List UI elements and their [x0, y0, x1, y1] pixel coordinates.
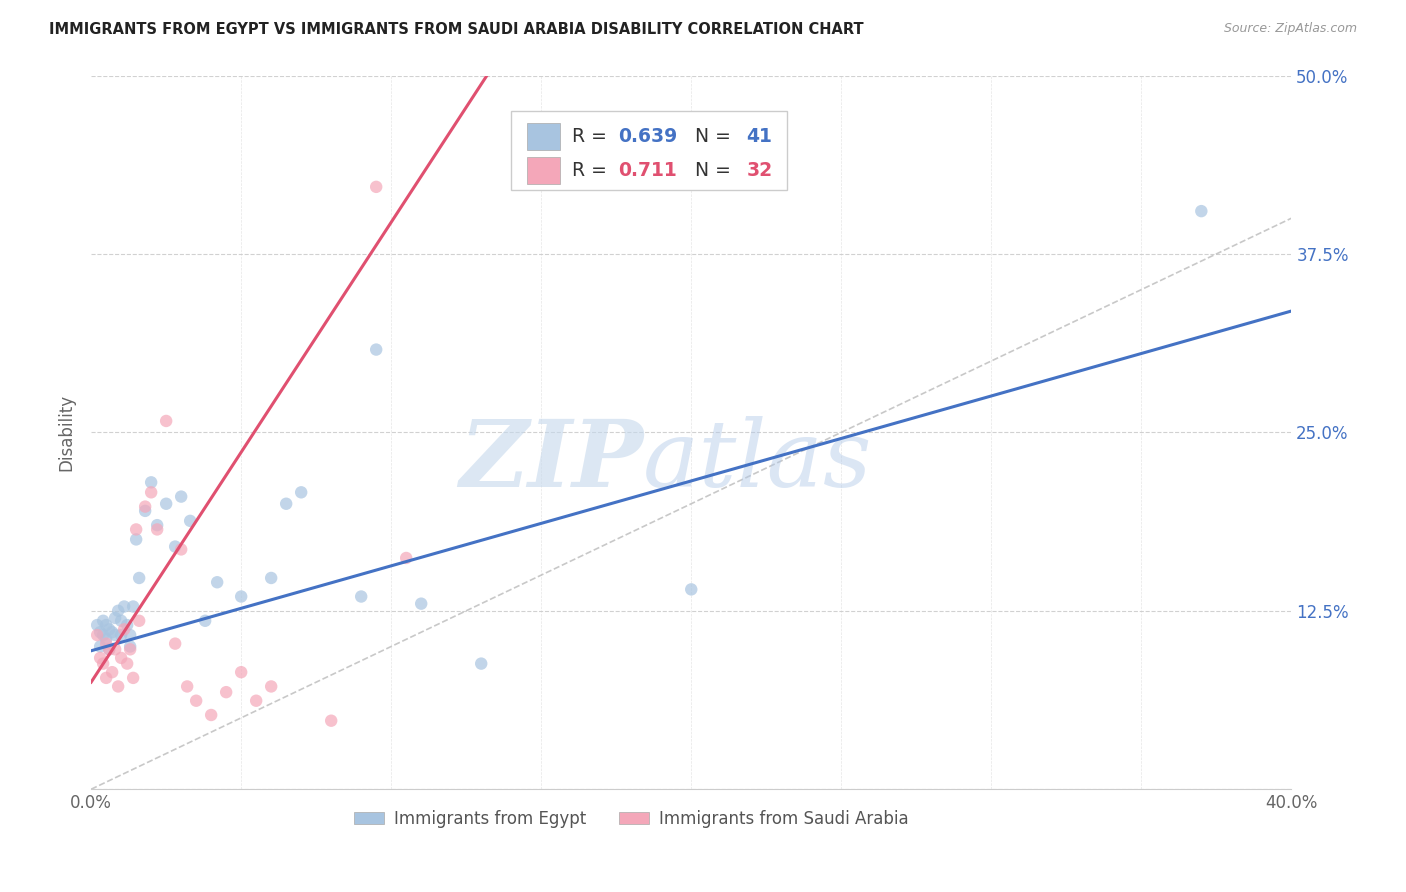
- Point: [110, 651, 132, 665]
- Point: [96, 637, 118, 651]
- Point: [231, 590, 253, 604]
- Point: [125, 523, 148, 537]
- Point: [245, 694, 267, 708]
- Point: [155, 414, 177, 428]
- Point: [470, 657, 492, 671]
- Text: 32: 32: [747, 161, 772, 180]
- Point: [91, 628, 114, 642]
- FancyBboxPatch shape: [527, 157, 561, 184]
- Point: [260, 571, 283, 585]
- Point: [91, 657, 114, 671]
- Text: IMMIGRANTS FROM EGYPT VS IMMIGRANTS FROM SAUDI ARABIA DISABILITY CORRELATION CHA: IMMIGRANTS FROM EGYPT VS IMMIGRANTS FROM…: [49, 22, 863, 37]
- Point: [125, 533, 148, 547]
- Text: R =: R =: [572, 161, 619, 180]
- Point: [176, 680, 198, 694]
- Point: [120, 640, 142, 654]
- Point: [104, 611, 127, 625]
- Point: [110, 614, 132, 628]
- Point: [134, 504, 156, 518]
- Point: [115, 618, 138, 632]
- Point: [98, 642, 121, 657]
- Point: [115, 657, 138, 671]
- Point: [107, 604, 129, 618]
- Point: [411, 597, 433, 611]
- Point: [86, 618, 108, 632]
- Point: [231, 665, 253, 680]
- Point: [179, 514, 201, 528]
- Point: [186, 694, 208, 708]
- Text: 41: 41: [747, 127, 772, 145]
- Point: [260, 680, 283, 694]
- Point: [200, 708, 222, 723]
- Point: [146, 518, 169, 533]
- Text: 0.711: 0.711: [619, 161, 676, 180]
- Point: [366, 343, 388, 357]
- Point: [110, 628, 132, 642]
- Text: N =: N =: [683, 127, 737, 145]
- Point: [141, 475, 163, 490]
- Text: ZIP: ZIP: [458, 416, 643, 506]
- Point: [120, 628, 142, 642]
- Point: [170, 542, 193, 557]
- Point: [276, 497, 298, 511]
- Text: R =: R =: [572, 127, 613, 145]
- Point: [101, 625, 124, 640]
- Point: [1189, 204, 1212, 219]
- Point: [350, 590, 373, 604]
- FancyBboxPatch shape: [527, 122, 561, 150]
- Point: [170, 490, 193, 504]
- Point: [112, 623, 135, 637]
- Point: [107, 680, 129, 694]
- Point: [89, 651, 111, 665]
- Point: [215, 685, 238, 699]
- Legend: Immigrants from Egypt, Immigrants from Saudi Arabia: Immigrants from Egypt, Immigrants from S…: [347, 803, 915, 834]
- Point: [98, 642, 121, 657]
- Point: [104, 642, 127, 657]
- Point: [112, 599, 135, 614]
- Point: [122, 599, 145, 614]
- Point: [96, 618, 118, 632]
- Point: [101, 665, 124, 680]
- Point: [91, 614, 114, 628]
- Point: [89, 625, 111, 640]
- Point: [146, 523, 169, 537]
- Point: [681, 582, 703, 597]
- Point: [120, 642, 142, 657]
- FancyBboxPatch shape: [512, 112, 787, 190]
- Point: [98, 623, 121, 637]
- Point: [141, 485, 163, 500]
- Point: [165, 637, 187, 651]
- Text: atlas: atlas: [643, 416, 873, 506]
- Point: [290, 485, 312, 500]
- Point: [194, 614, 217, 628]
- Point: [321, 714, 343, 728]
- Point: [86, 628, 108, 642]
- Point: [134, 500, 156, 514]
- Point: [366, 179, 388, 194]
- Point: [122, 671, 145, 685]
- Point: [128, 614, 150, 628]
- Point: [96, 671, 118, 685]
- Point: [104, 628, 127, 642]
- Point: [395, 551, 418, 566]
- Y-axis label: Disability: Disability: [58, 393, 75, 471]
- Text: Source: ZipAtlas.com: Source: ZipAtlas.com: [1223, 22, 1357, 36]
- Point: [155, 497, 177, 511]
- Point: [128, 571, 150, 585]
- Point: [96, 632, 118, 647]
- Text: 0.639: 0.639: [619, 127, 678, 145]
- Text: N =: N =: [683, 161, 737, 180]
- Point: [205, 575, 228, 590]
- Point: [165, 540, 187, 554]
- Point: [89, 640, 111, 654]
